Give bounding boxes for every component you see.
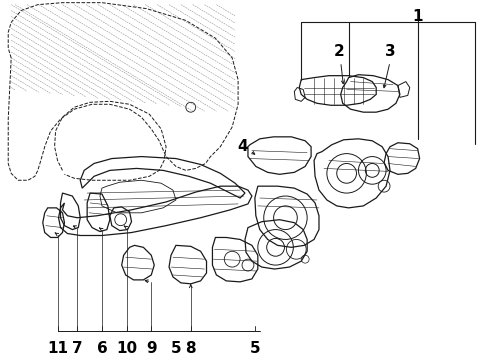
Text: 11: 11: [47, 341, 68, 356]
Text: 5: 5: [171, 341, 181, 356]
Text: 4: 4: [237, 139, 248, 154]
Text: 8: 8: [185, 341, 196, 356]
Text: 10: 10: [116, 341, 137, 356]
Text: 7: 7: [72, 341, 83, 356]
Text: 2: 2: [333, 45, 344, 59]
Text: 6: 6: [97, 341, 107, 356]
Text: 1: 1: [413, 9, 423, 24]
Text: 9: 9: [146, 341, 157, 356]
Text: 3: 3: [385, 45, 395, 59]
Text: 5: 5: [249, 341, 260, 356]
